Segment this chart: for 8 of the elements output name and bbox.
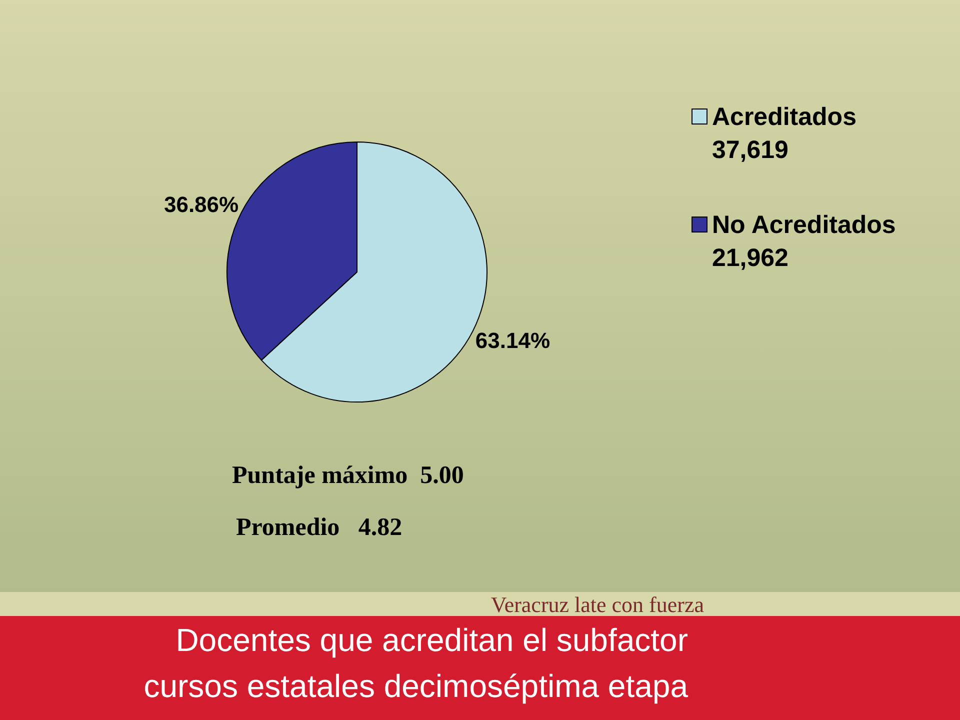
data-label: 63.14%: [475, 328, 550, 354]
legend-label: No Acreditados 21,962: [712, 211, 896, 272]
text: Puntaje máximo 5.00: [232, 462, 464, 489]
data-label: 36.86%: [164, 192, 239, 217]
text: Promedio 4.82: [236, 514, 402, 541]
text: Veracruz late con fuerza: [490, 592, 704, 617]
legend-label: Acreditados 37,619: [712, 103, 856, 164]
text: Docentes que acreditan el subfactor cursos estatales decimoséptima etapa: [144, 622, 688, 704]
